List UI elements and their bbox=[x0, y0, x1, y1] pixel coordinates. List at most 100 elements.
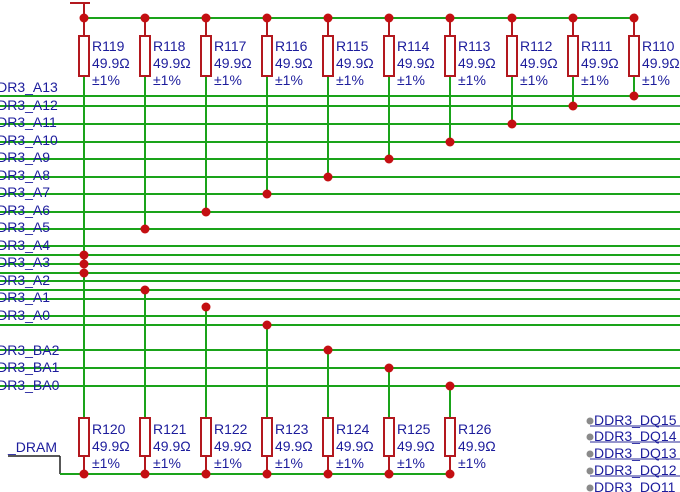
net-label-ddr3_a8: DDR3_A8 bbox=[0, 167, 50, 183]
resistor-r125[interactable] bbox=[383, 417, 395, 457]
net-label-ddr3_a13: DDR3_A13 bbox=[0, 79, 58, 95]
junction-bottom-r122 bbox=[201, 469, 211, 479]
tol-label-r122: ±1% bbox=[214, 455, 242, 471]
resistor-r124[interactable] bbox=[322, 417, 334, 457]
junction-top-r111 bbox=[568, 13, 578, 23]
power-net-label: _DRAM bbox=[7, 439, 57, 455]
ref-label-r125: R125 bbox=[397, 421, 431, 437]
connector-pin-icon bbox=[586, 433, 594, 441]
resistor-r117[interactable] bbox=[200, 35, 212, 77]
junction-bottom-r123 bbox=[262, 469, 272, 479]
junction-top-r114 bbox=[384, 13, 394, 23]
resistor-r118[interactable] bbox=[139, 35, 151, 77]
value-label-r125: 49.9Ω bbox=[397, 438, 435, 454]
tol-label-r114: ±1% bbox=[397, 72, 425, 88]
resistor-body bbox=[322, 35, 334, 77]
ref-label-r110: R110 bbox=[642, 38, 675, 54]
resistor-body bbox=[139, 417, 151, 457]
junction-net-r115 bbox=[323, 172, 333, 182]
junction-net-r125 bbox=[384, 363, 394, 373]
junction-bottom-r120 bbox=[79, 469, 89, 479]
net-label-ddr3_dq11: DDR3_DQ11 bbox=[594, 479, 676, 492]
junction-net-r120 bbox=[79, 268, 89, 278]
value-label-r119: 49.9Ω bbox=[92, 55, 130, 71]
resistor-body bbox=[567, 35, 579, 77]
junction-top-r113 bbox=[445, 13, 455, 23]
junction-layer bbox=[79, 13, 639, 492]
junction-net-r119 bbox=[79, 259, 89, 269]
resistor-body bbox=[383, 35, 395, 77]
junction-net-r113 bbox=[445, 137, 455, 147]
tol-label-r111: ±1% bbox=[581, 72, 609, 88]
tol-label-r112: ±1% bbox=[520, 72, 548, 88]
junction-bottom-r125 bbox=[384, 469, 394, 479]
junction-top-r112 bbox=[507, 13, 517, 23]
resistor-body bbox=[261, 417, 273, 457]
net-label-ddr3_a11: DDR3_A11 bbox=[0, 114, 57, 130]
resistor-r126[interactable] bbox=[444, 417, 456, 457]
connector-pin-icon bbox=[586, 484, 594, 492]
value-label-r120: 49.9Ω bbox=[92, 438, 130, 454]
tol-label-r124: ±1% bbox=[336, 455, 364, 471]
resistor-body bbox=[444, 35, 456, 77]
resistor-body bbox=[78, 417, 90, 457]
net-label-ddr3_a2: DDR3_A2 bbox=[0, 272, 50, 288]
value-label-r112: 49.9Ω bbox=[520, 55, 558, 71]
net-label-ddr3_ba1: DDR3_BA1 bbox=[0, 359, 60, 375]
resistor-r120[interactable] bbox=[78, 417, 90, 457]
junction-net-r126 bbox=[445, 381, 455, 391]
resistor-r111[interactable] bbox=[567, 35, 579, 77]
resistor-r114[interactable] bbox=[383, 35, 395, 77]
resistor-r113[interactable] bbox=[444, 35, 456, 77]
junction-net-r117 bbox=[201, 207, 211, 217]
resistor-body bbox=[200, 417, 212, 457]
tol-label-r119: ±1% bbox=[92, 72, 120, 88]
resistor-r121[interactable] bbox=[139, 417, 151, 457]
ref-label-r121: R121 bbox=[153, 421, 187, 437]
net-label-ddr3_a6: DDR3_A6 bbox=[0, 202, 50, 218]
value-label-r118: 49.9Ω bbox=[153, 55, 191, 71]
resistor-r115[interactable] bbox=[322, 35, 334, 77]
resistor-r116[interactable] bbox=[261, 35, 273, 77]
ref-label-r120: R120 bbox=[92, 421, 126, 437]
label-layer: _DRAM R11949.9Ω±1%R11849.9Ω±1%R11749.9Ω±… bbox=[0, 38, 680, 492]
ref-label-r114: R114 bbox=[397, 38, 430, 54]
junction-top-r110 bbox=[629, 13, 639, 23]
junction-top-r119 bbox=[79, 13, 89, 23]
junction-top-r116 bbox=[262, 13, 272, 23]
ref-label-r115: R115 bbox=[336, 38, 369, 54]
resistor-body bbox=[139, 35, 151, 77]
tol-label-r121: ±1% bbox=[153, 455, 181, 471]
ref-label-r122: R122 bbox=[214, 421, 248, 437]
net-label-ddr3_a9: DDR3_A9 bbox=[0, 149, 50, 165]
resistor-r119[interactable] bbox=[78, 35, 90, 77]
resistor-r123[interactable] bbox=[261, 417, 273, 457]
connector-pin-icon bbox=[586, 450, 594, 458]
junction-a4 bbox=[79, 250, 89, 260]
net-label-ddr3_ba0: DDR3_BA0 bbox=[0, 377, 60, 393]
net-label-ddr3_a3: DDR3_A3 bbox=[0, 254, 50, 270]
junction-bottom-r121 bbox=[140, 469, 150, 479]
junction-net-r111 bbox=[568, 101, 578, 111]
resistor-r110[interactable] bbox=[628, 35, 640, 77]
value-label-r122: 49.9Ω bbox=[214, 438, 252, 454]
resistor-r112[interactable] bbox=[506, 35, 518, 77]
tol-label-r113: ±1% bbox=[458, 72, 486, 88]
tol-label-r117: ±1% bbox=[214, 72, 242, 88]
resistor-r122[interactable] bbox=[200, 417, 212, 457]
ref-label-r124: R124 bbox=[336, 421, 370, 437]
net-label-ddr3_a0: DDR3_A0 bbox=[0, 307, 50, 323]
junction-top-r118 bbox=[140, 13, 150, 23]
junction-bottom-r126 bbox=[445, 469, 455, 479]
net-label-ddr3_dq13: DDR3_DQ13 bbox=[594, 445, 677, 461]
ref-label-r116: R116 bbox=[275, 38, 308, 54]
junction-net-r124 bbox=[323, 345, 333, 355]
junction-bottom-r124 bbox=[323, 469, 333, 479]
value-label-r115: 49.9Ω bbox=[336, 55, 374, 71]
junction-net-r118 bbox=[140, 224, 150, 234]
net-label-ddr3_a10: DDR3_A10 bbox=[0, 132, 58, 148]
net-label-ddr3_a5: DDR3_A5 bbox=[0, 219, 50, 235]
value-label-r126: 49.9Ω bbox=[458, 438, 496, 454]
resistor-body bbox=[200, 35, 212, 77]
